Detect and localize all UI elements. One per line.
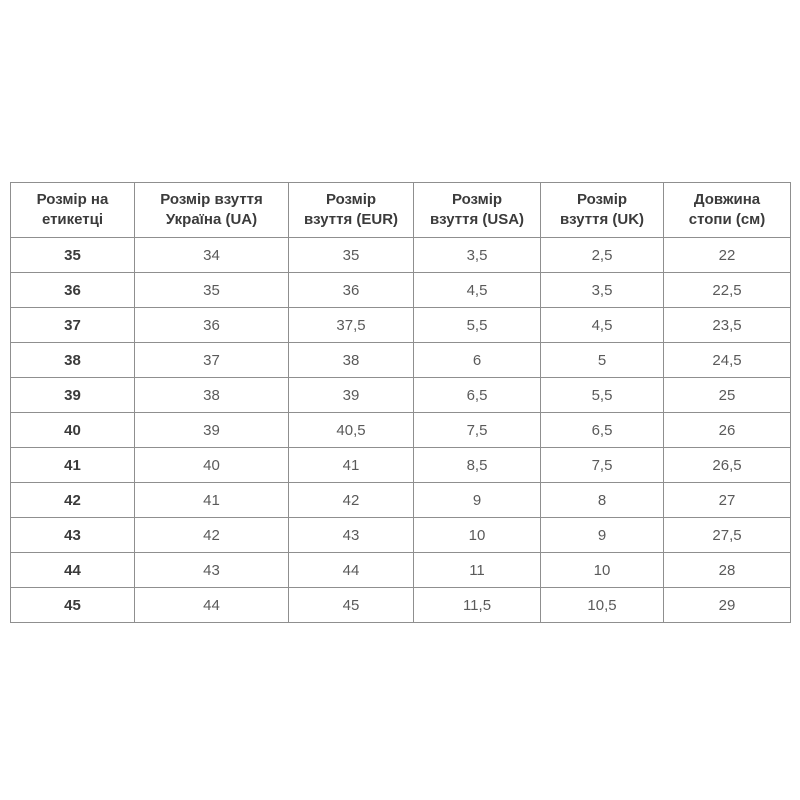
- cell-ua-size: 43: [134, 552, 289, 588]
- cell-uk-size: 9: [540, 517, 664, 553]
- column-header-foot-length: Довжина стопи (см): [663, 182, 791, 238]
- cell-foot-length: 25: [663, 377, 791, 413]
- cell-eur-size: 45: [288, 587, 414, 623]
- table-row: 42 41 42 9 8 27: [10, 482, 791, 518]
- cell-ua-size: 34: [134, 237, 289, 273]
- cell-uk-size: 8: [540, 482, 664, 518]
- cell-eur-size: 42: [288, 482, 414, 518]
- cell-ua-size: 42: [134, 517, 289, 553]
- cell-foot-length: 24,5: [663, 342, 791, 378]
- cell-uk-size: 4,5: [540, 307, 664, 343]
- cell-eur-size: 43: [288, 517, 414, 553]
- table-row: 36 35 36 4,5 3,5 22,5: [10, 272, 791, 308]
- cell-uk-size: 2,5: [540, 237, 664, 273]
- cell-uk-size: 5,5: [540, 377, 664, 413]
- cell-label-size: 38: [10, 342, 135, 378]
- cell-ua-size: 39: [134, 412, 289, 448]
- cell-foot-length: 27,5: [663, 517, 791, 553]
- cell-usa-size: 7,5: [413, 412, 541, 448]
- cell-uk-size: 7,5: [540, 447, 664, 483]
- cell-eur-size: 37,5: [288, 307, 414, 343]
- cell-eur-size: 40,5: [288, 412, 414, 448]
- cell-usa-size: 10: [413, 517, 541, 553]
- cell-usa-size: 11: [413, 552, 541, 588]
- table-row: 44 43 44 11 10 28: [10, 552, 791, 588]
- cell-label-size: 40: [10, 412, 135, 448]
- cell-eur-size: 39: [288, 377, 414, 413]
- cell-usa-size: 8,5: [413, 447, 541, 483]
- cell-ua-size: 41: [134, 482, 289, 518]
- cell-usa-size: 6: [413, 342, 541, 378]
- cell-foot-length: 26: [663, 412, 791, 448]
- cell-usa-size: 3,5: [413, 237, 541, 273]
- cell-foot-length: 23,5: [663, 307, 791, 343]
- table-row: 38 37 38 6 5 24,5: [10, 342, 791, 378]
- table-row: 45 44 45 11,5 10,5 29: [10, 587, 791, 623]
- cell-uk-size: 10,5: [540, 587, 664, 623]
- cell-label-size: 45: [10, 587, 135, 623]
- cell-eur-size: 35: [288, 237, 414, 273]
- table-header: Розмір на етикетці Розмір взуття Україна…: [10, 182, 791, 238]
- table-header-row: Розмір на етикетці Розмір взуття Україна…: [10, 182, 791, 238]
- column-header-ua-size: Розмір взуття Україна (UA): [134, 182, 289, 238]
- cell-usa-size: 6,5: [413, 377, 541, 413]
- cell-usa-size: 11,5: [413, 587, 541, 623]
- cell-usa-size: 5,5: [413, 307, 541, 343]
- cell-eur-size: 41: [288, 447, 414, 483]
- column-header-label-size: Розмір на етикетці: [10, 182, 135, 238]
- cell-usa-size: 4,5: [413, 272, 541, 308]
- shoe-size-conversion-table: Розмір на етикетці Розмір взуття Україна…: [10, 182, 791, 623]
- table-row: 37 36 37,5 5,5 4,5 23,5: [10, 307, 791, 343]
- cell-label-size: 36: [10, 272, 135, 308]
- cell-uk-size: 3,5: [540, 272, 664, 308]
- cell-eur-size: 36: [288, 272, 414, 308]
- cell-label-size: 43: [10, 517, 135, 553]
- cell-label-size: 42: [10, 482, 135, 518]
- cell-eur-size: 38: [288, 342, 414, 378]
- cell-foot-length: 27: [663, 482, 791, 518]
- cell-ua-size: 44: [134, 587, 289, 623]
- table-body: 35 34 35 3,5 2,5 22 36 35 36 4,5 3,5 22,…: [10, 237, 791, 623]
- cell-eur-size: 44: [288, 552, 414, 588]
- column-header-uk-size: Розмір взуття (UK): [540, 182, 664, 238]
- cell-label-size: 39: [10, 377, 135, 413]
- cell-foot-length: 29: [663, 587, 791, 623]
- cell-foot-length: 22,5: [663, 272, 791, 308]
- cell-label-size: 37: [10, 307, 135, 343]
- cell-label-size: 35: [10, 237, 135, 273]
- column-header-usa-size: Розмір взуття (USA): [413, 182, 541, 238]
- table-row: 43 42 43 10 9 27,5: [10, 517, 791, 553]
- cell-ua-size: 38: [134, 377, 289, 413]
- cell-foot-length: 22: [663, 237, 791, 273]
- table-row: 35 34 35 3,5 2,5 22: [10, 237, 791, 273]
- cell-ua-size: 40: [134, 447, 289, 483]
- cell-foot-length: 26,5: [663, 447, 791, 483]
- cell-ua-size: 36: [134, 307, 289, 343]
- cell-uk-size: 6,5: [540, 412, 664, 448]
- cell-label-size: 44: [10, 552, 135, 588]
- cell-label-size: 41: [10, 447, 135, 483]
- cell-uk-size: 10: [540, 552, 664, 588]
- cell-foot-length: 28: [663, 552, 791, 588]
- cell-ua-size: 35: [134, 272, 289, 308]
- table-row: 41 40 41 8,5 7,5 26,5: [10, 447, 791, 483]
- table-row: 39 38 39 6,5 5,5 25: [10, 377, 791, 413]
- cell-usa-size: 9: [413, 482, 541, 518]
- cell-ua-size: 37: [134, 342, 289, 378]
- table-row: 40 39 40,5 7,5 6,5 26: [10, 412, 791, 448]
- column-header-eur-size: Розмір взуття (EUR): [288, 182, 414, 238]
- cell-uk-size: 5: [540, 342, 664, 378]
